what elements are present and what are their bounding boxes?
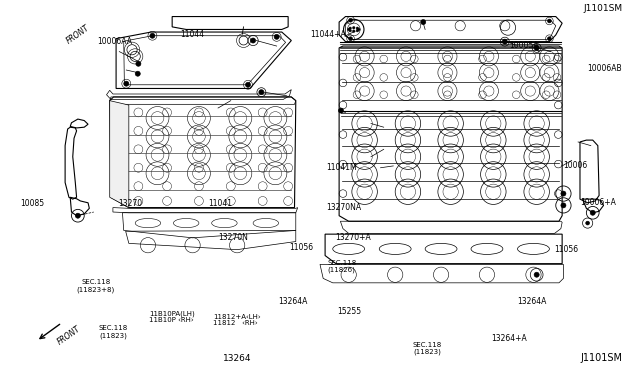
Text: 10005A: 10005A bbox=[509, 41, 539, 50]
Circle shape bbox=[135, 71, 140, 76]
Text: J1101SM: J1101SM bbox=[580, 353, 623, 363]
Text: 15255: 15255 bbox=[337, 307, 362, 316]
Text: 10085: 10085 bbox=[20, 199, 45, 208]
Circle shape bbox=[250, 38, 255, 43]
Text: 11044+A: 11044+A bbox=[310, 31, 346, 39]
Circle shape bbox=[358, 28, 360, 31]
Text: SEC.118
(11823+8): SEC.118 (11823+8) bbox=[77, 279, 115, 292]
Circle shape bbox=[502, 39, 508, 44]
Text: 11044: 11044 bbox=[180, 30, 205, 39]
Circle shape bbox=[348, 28, 350, 31]
Text: 10006AA: 10006AA bbox=[97, 37, 132, 46]
Text: 11812+A‹LH›: 11812+A‹LH› bbox=[213, 314, 260, 320]
Text: 11041: 11041 bbox=[209, 199, 232, 208]
Circle shape bbox=[586, 221, 589, 225]
Circle shape bbox=[349, 27, 351, 29]
Text: 13270NA: 13270NA bbox=[326, 203, 362, 212]
Text: FRONT: FRONT bbox=[56, 324, 82, 347]
Text: 11056: 11056 bbox=[289, 243, 314, 251]
Circle shape bbox=[246, 82, 250, 87]
Text: 10006AB: 10006AB bbox=[588, 64, 622, 73]
Circle shape bbox=[534, 45, 540, 51]
Circle shape bbox=[356, 27, 358, 29]
Text: 11041M: 11041M bbox=[326, 163, 357, 171]
Text: 11B10PA(LH): 11B10PA(LH) bbox=[149, 311, 195, 317]
Text: 13270N: 13270N bbox=[218, 232, 248, 241]
Circle shape bbox=[420, 20, 426, 25]
Circle shape bbox=[353, 30, 355, 32]
Circle shape bbox=[259, 90, 264, 95]
Circle shape bbox=[590, 210, 595, 215]
Circle shape bbox=[136, 61, 141, 66]
Circle shape bbox=[534, 272, 540, 277]
Circle shape bbox=[356, 29, 358, 32]
Circle shape bbox=[150, 33, 155, 38]
Text: 13264: 13264 bbox=[223, 354, 252, 363]
Text: 11B10P ‹RH›: 11B10P ‹RH› bbox=[149, 317, 194, 323]
Text: 13270: 13270 bbox=[118, 199, 142, 208]
Text: SEC.118
(11823): SEC.118 (11823) bbox=[99, 325, 127, 339]
Polygon shape bbox=[109, 101, 129, 208]
Circle shape bbox=[339, 108, 344, 113]
Circle shape bbox=[547, 37, 551, 41]
Circle shape bbox=[76, 213, 81, 218]
Text: 11812   ‹RH›: 11812 ‹RH› bbox=[213, 320, 257, 326]
Text: SEC.118
(11826): SEC.118 (11826) bbox=[327, 260, 356, 273]
Circle shape bbox=[353, 26, 355, 29]
Circle shape bbox=[349, 18, 353, 22]
Circle shape bbox=[349, 37, 353, 41]
Text: 13270+A: 13270+A bbox=[335, 232, 371, 241]
Circle shape bbox=[561, 203, 566, 208]
Text: 13264+A: 13264+A bbox=[491, 334, 527, 343]
Text: 13264A: 13264A bbox=[278, 297, 308, 306]
Circle shape bbox=[124, 81, 129, 86]
Circle shape bbox=[349, 29, 351, 32]
Circle shape bbox=[274, 34, 279, 39]
Text: 13264A: 13264A bbox=[518, 297, 547, 306]
Text: 11056: 11056 bbox=[554, 245, 579, 254]
Circle shape bbox=[561, 191, 566, 196]
Text: J1101SM: J1101SM bbox=[584, 4, 623, 13]
Text: 10006+A: 10006+A bbox=[580, 198, 616, 207]
Text: SEC.118
(11823): SEC.118 (11823) bbox=[412, 342, 442, 355]
Circle shape bbox=[547, 19, 551, 23]
Text: FRONT: FRONT bbox=[65, 24, 92, 46]
Text: 10006: 10006 bbox=[563, 161, 588, 170]
